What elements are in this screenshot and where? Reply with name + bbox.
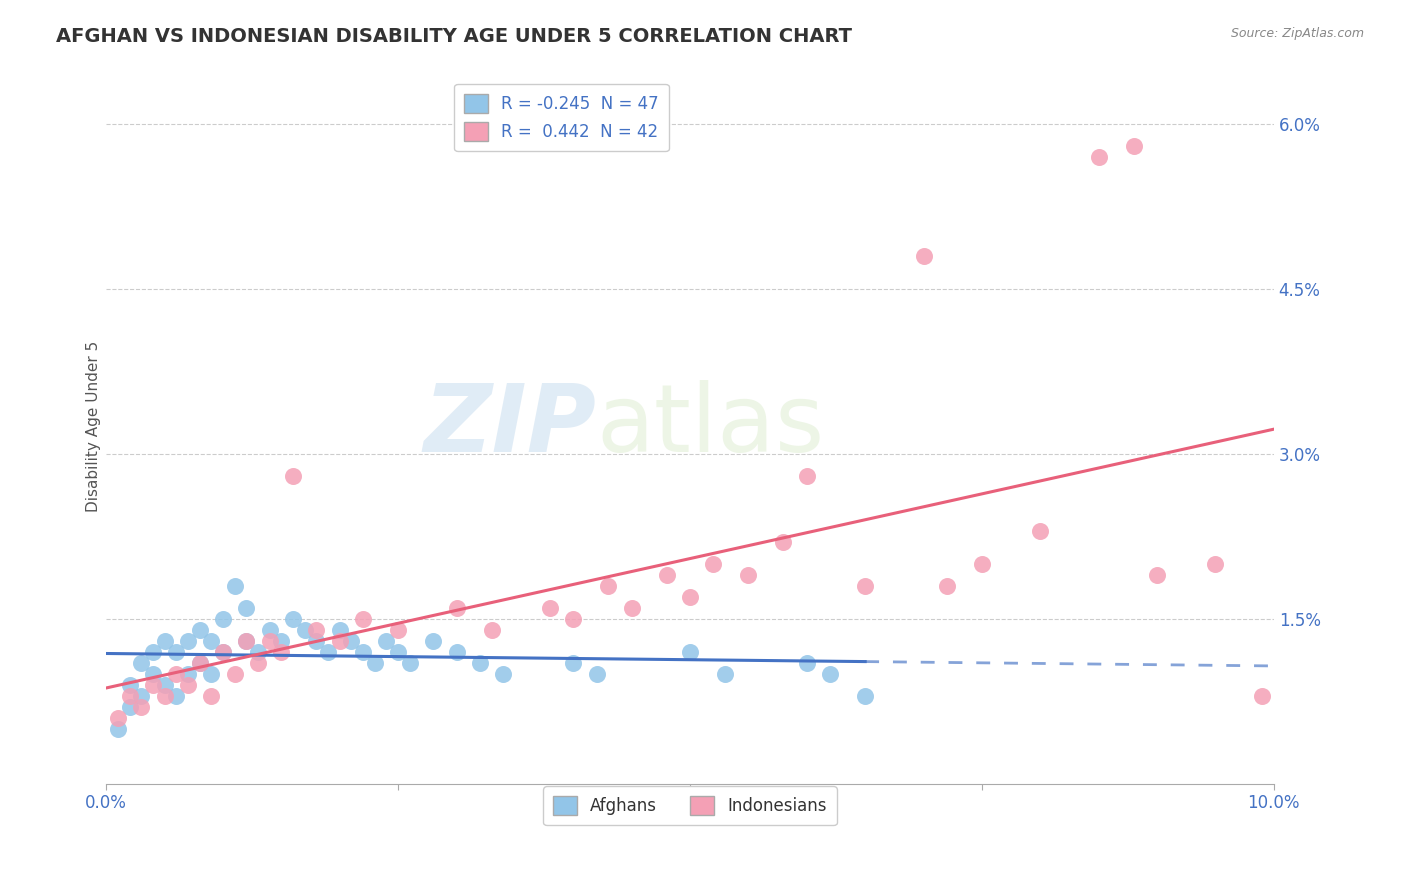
Point <box>142 666 165 681</box>
Point <box>129 689 152 703</box>
Point <box>340 633 363 648</box>
Point <box>446 600 468 615</box>
Point <box>188 656 211 670</box>
Point <box>655 567 678 582</box>
Point <box>714 666 737 681</box>
Point <box>224 579 246 593</box>
Point <box>200 633 222 648</box>
Point <box>329 623 352 637</box>
Point <box>259 633 281 648</box>
Point <box>702 557 724 571</box>
Point <box>188 623 211 637</box>
Point <box>1204 557 1226 571</box>
Legend: Afghans, Indonesians: Afghans, Indonesians <box>544 786 837 825</box>
Point <box>1251 689 1274 703</box>
Point <box>620 600 643 615</box>
Point <box>398 656 420 670</box>
Point <box>294 623 316 637</box>
Point <box>270 645 292 659</box>
Point <box>562 612 585 626</box>
Point <box>679 590 702 604</box>
Point <box>375 633 398 648</box>
Point <box>468 656 491 670</box>
Point <box>212 645 235 659</box>
Point <box>352 612 374 626</box>
Point <box>142 678 165 692</box>
Point <box>165 689 187 703</box>
Point <box>153 633 176 648</box>
Point <box>679 645 702 659</box>
Point <box>259 623 281 637</box>
Point <box>818 666 841 681</box>
Point <box>796 468 818 483</box>
Point <box>446 645 468 659</box>
Point <box>1029 524 1052 538</box>
Text: ZIP: ZIP <box>423 380 596 472</box>
Text: atlas: atlas <box>596 380 825 472</box>
Point <box>200 689 222 703</box>
Point <box>970 557 993 571</box>
Point <box>329 633 352 648</box>
Point <box>247 645 270 659</box>
Point <box>912 249 935 263</box>
Point <box>153 689 176 703</box>
Point <box>212 612 235 626</box>
Point <box>562 656 585 670</box>
Point <box>281 612 304 626</box>
Point <box>305 633 328 648</box>
Point <box>422 633 444 648</box>
Point <box>212 645 235 659</box>
Point <box>270 633 292 648</box>
Text: AFGHAN VS INDONESIAN DISABILITY AGE UNDER 5 CORRELATION CHART: AFGHAN VS INDONESIAN DISABILITY AGE UNDE… <box>56 27 852 45</box>
Point <box>598 579 620 593</box>
Point <box>1087 150 1109 164</box>
Point <box>737 567 759 582</box>
Point <box>118 678 141 692</box>
Point <box>796 656 818 670</box>
Point <box>281 468 304 483</box>
Point <box>235 633 257 648</box>
Point <box>107 722 129 736</box>
Point <box>853 689 876 703</box>
Point <box>853 579 876 593</box>
Point <box>247 656 270 670</box>
Point <box>1122 138 1144 153</box>
Point <box>305 623 328 637</box>
Point <box>352 645 374 659</box>
Point <box>1146 567 1168 582</box>
Point <box>200 666 222 681</box>
Point <box>387 623 409 637</box>
Point <box>188 656 211 670</box>
Point <box>142 645 165 659</box>
Point <box>224 666 246 681</box>
Point <box>387 645 409 659</box>
Point <box>235 600 257 615</box>
Point <box>772 534 794 549</box>
Point <box>177 666 200 681</box>
Y-axis label: Disability Age Under 5: Disability Age Under 5 <box>86 341 101 512</box>
Point <box>538 600 561 615</box>
Text: Source: ZipAtlas.com: Source: ZipAtlas.com <box>1230 27 1364 40</box>
Point <box>129 699 152 714</box>
Point <box>165 645 187 659</box>
Point <box>235 633 257 648</box>
Point <box>107 711 129 725</box>
Point <box>165 666 187 681</box>
Point <box>118 689 141 703</box>
Point <box>935 579 957 593</box>
Point <box>118 699 141 714</box>
Point <box>492 666 515 681</box>
Point <box>364 656 387 670</box>
Point <box>481 623 503 637</box>
Point <box>177 633 200 648</box>
Point <box>585 666 607 681</box>
Point <box>177 678 200 692</box>
Point <box>129 656 152 670</box>
Point <box>153 678 176 692</box>
Point <box>316 645 339 659</box>
